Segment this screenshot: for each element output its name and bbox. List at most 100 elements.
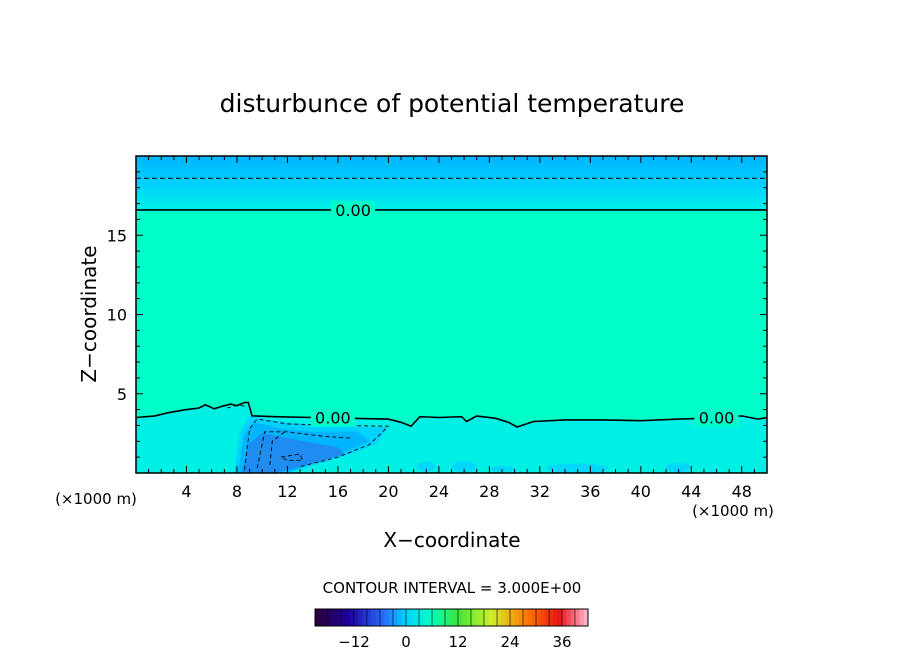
- colorbar-cell: [488, 609, 494, 626]
- upper-negative-region: [136, 156, 767, 210]
- colorbar-cell: [471, 609, 476, 626]
- colorbar-cell: [349, 609, 355, 626]
- colorbar-cell: [505, 609, 511, 626]
- colorbar-cell: [375, 609, 381, 626]
- colorbar-cell: [384, 609, 390, 626]
- axis-ticks: [136, 156, 767, 473]
- x-tick-label: 24: [429, 482, 449, 501]
- colorbar-cell: [410, 609, 416, 626]
- colorbar-cell: [319, 609, 325, 626]
- colorbar-cell: [358, 609, 364, 626]
- colorbar-cell: [436, 609, 442, 626]
- colorbar-tick-label: 36: [552, 633, 571, 651]
- contour-label: 0.00: [335, 201, 371, 220]
- x-tick-label: 36: [580, 482, 600, 501]
- colorbar-cell: [562, 609, 567, 626]
- colorbar-cell: [345, 609, 351, 626]
- y-tick-label: 10: [107, 306, 127, 325]
- colorbar-tick-label: 0: [401, 633, 411, 651]
- colorbar-cell: [540, 609, 546, 626]
- colorbar-cell: [466, 609, 472, 626]
- colorbar-cell: [527, 609, 533, 626]
- colorbar-frame: [314, 608, 589, 627]
- surface-patch: [451, 461, 477, 473]
- colorbar-cell: [557, 609, 563, 626]
- colorbar-cell: [323, 609, 329, 626]
- colorbar-tick-label: −12: [338, 633, 370, 651]
- x-tick-labels: 4 8 12 16 20 24 28 32 36 40 44 48: [181, 482, 752, 501]
- colorbar-cell: [445, 609, 450, 626]
- colorbar-cell: [388, 609, 394, 626]
- contour-label: 0.00: [699, 409, 735, 428]
- surface-patch: [546, 463, 610, 473]
- contour-labels: 0.00 0.00 0.00: [310, 200, 739, 428]
- y-tick-labels: 5 10 15: [107, 226, 127, 404]
- colorbar-cell: [492, 609, 498, 626]
- colorbar-cell: [531, 609, 537, 626]
- colorbar-cell: [354, 609, 359, 626]
- x-tick-label: 20: [378, 482, 398, 501]
- colorbar-cell: [523, 609, 528, 626]
- x-tick-label: 44: [681, 482, 701, 501]
- negative-contour: [280, 453, 304, 461]
- colorbar-cell: [397, 609, 403, 626]
- x-tick-label: 32: [530, 482, 550, 501]
- colorbar-cell: [393, 609, 398, 626]
- y-tick-label: 15: [107, 226, 127, 245]
- colorbar-cell: [510, 609, 515, 626]
- colorbar-cell: [328, 609, 333, 626]
- x-tick-label: 8: [232, 482, 242, 501]
- colorbar-cell: [406, 609, 411, 626]
- colorbar-cell: [484, 609, 489, 626]
- colorbar-cell: [579, 609, 585, 626]
- cold-pool-core: [242, 433, 345, 473]
- contour-label-bg: [310, 408, 355, 427]
- colorbar-cell: [432, 609, 437, 626]
- negative-contour: [269, 431, 286, 466]
- colorbar-cell: [544, 609, 550, 626]
- colorbar-tick-labels: −12 0 12 24 36: [338, 633, 571, 651]
- x-unit-left: (×1000 m): [55, 490, 137, 508]
- colorbar-cell: [380, 609, 385, 626]
- surface-patch: [666, 462, 692, 473]
- x-tick-label: 16: [328, 482, 348, 501]
- colorbar-cell: [570, 609, 576, 626]
- colorbar-cell: [475, 609, 481, 626]
- colorbar-cell: [440, 609, 446, 626]
- colorbar-cell: [536, 609, 541, 626]
- contour-label-bg: [331, 200, 376, 219]
- colorbar-tick-label: 24: [500, 633, 519, 651]
- x-axis-label: X−coordinate: [383, 528, 520, 552]
- colorbar-cell: [367, 609, 372, 626]
- x-unit-right: (×1000 m): [692, 502, 774, 520]
- colorbar-cell: [479, 609, 485, 626]
- chart-title: disturbunce of potential temperature: [220, 89, 685, 118]
- colorbar-cell: [518, 609, 524, 626]
- colorbar-cell: [371, 609, 377, 626]
- colorbar-cell: [514, 609, 520, 626]
- colorbar-cell: [336, 609, 342, 626]
- colorbar-cell: [566, 609, 572, 626]
- surface-patch: [416, 461, 436, 472]
- colorbar-cell: [553, 609, 559, 626]
- colorbar-title: CONTOUR INTERVAL = 3.000E+00: [323, 579, 582, 597]
- x-tick-label: 4: [181, 482, 191, 501]
- lower-zero-contour: [136, 401, 767, 428]
- x-tick-label: 40: [631, 482, 651, 501]
- colorbar-cell: [332, 609, 338, 626]
- colorbar-cell: [401, 609, 407, 626]
- contour-field: [136, 156, 767, 473]
- colorbar-cell: [462, 609, 468, 626]
- colorbar-cell: [453, 609, 459, 626]
- colorbar-cell: [315, 609, 320, 626]
- colorbar-cell: [414, 609, 420, 626]
- negative-contour: [256, 431, 351, 469]
- x-tick-label: 48: [732, 482, 752, 501]
- colorbar-cell: [497, 609, 502, 626]
- x-tick-label: 28: [479, 482, 499, 501]
- colorbar-cell: [501, 609, 507, 626]
- colorbar-tick-label: 12: [448, 633, 467, 651]
- colorbar-cell: [458, 609, 463, 626]
- contour-label: 0.00: [315, 409, 351, 428]
